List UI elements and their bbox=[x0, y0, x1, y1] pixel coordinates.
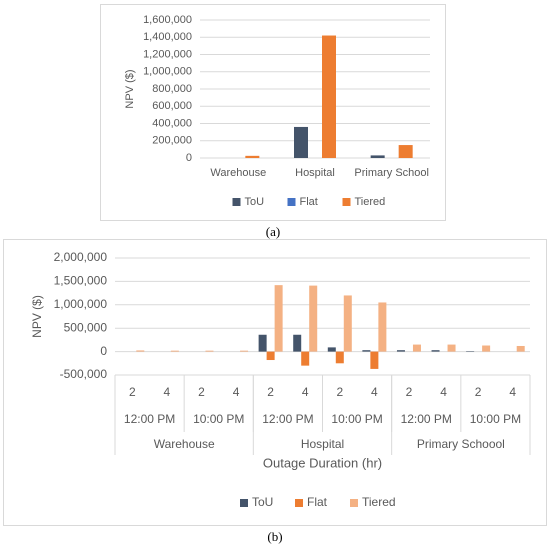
x-group-label: 12:00 PM bbox=[124, 412, 175, 426]
y-tick-label: -500,000 bbox=[60, 367, 108, 381]
x-tick-label: 4 bbox=[371, 385, 378, 399]
legend-swatch bbox=[295, 499, 303, 507]
bar bbox=[447, 344, 456, 352]
bar bbox=[327, 347, 336, 352]
bar bbox=[322, 35, 336, 158]
x-tick-label: 4 bbox=[164, 385, 171, 399]
y-tick-label: 1,600,000 bbox=[143, 14, 192, 26]
x-tick-label: 2 bbox=[406, 385, 413, 399]
y-tick-label: 1,000,000 bbox=[143, 66, 192, 78]
x-group-label: 10:00 PM bbox=[193, 412, 244, 426]
x-tick-label: 4 bbox=[509, 385, 516, 399]
bar bbox=[136, 350, 145, 352]
bar bbox=[294, 126, 308, 158]
legend-swatch bbox=[342, 198, 351, 206]
bar bbox=[301, 351, 310, 366]
caption: (b) bbox=[267, 529, 282, 544]
y-axis-title: NPV ($) bbox=[30, 295, 44, 338]
bar bbox=[378, 302, 387, 352]
bar bbox=[362, 350, 371, 352]
legend-label: ToU bbox=[245, 196, 265, 208]
bar bbox=[245, 155, 260, 158]
x-tick-label: 4 bbox=[440, 385, 447, 399]
x-group-label: Hospital bbox=[301, 437, 344, 451]
chart-border bbox=[100, 4, 446, 221]
y-tick-label: 200,000 bbox=[152, 135, 192, 147]
bar bbox=[309, 285, 318, 352]
bar bbox=[412, 344, 421, 352]
legend-label: ToU bbox=[252, 495, 273, 509]
x-tick-label: Hospital bbox=[295, 167, 335, 179]
y-tick-label: 600,000 bbox=[152, 100, 192, 112]
bar bbox=[335, 351, 344, 364]
legend-label: Flat bbox=[307, 495, 328, 509]
x-group-label: 10:00 PM bbox=[331, 412, 382, 426]
caption: (a) bbox=[266, 224, 280, 239]
bar bbox=[370, 351, 379, 369]
x-tick-label: 2 bbox=[267, 385, 274, 399]
x-group-label: Warehouse bbox=[154, 437, 215, 451]
bar bbox=[205, 350, 214, 352]
y-tick-label: 1,000,000 bbox=[54, 297, 108, 311]
bar bbox=[396, 350, 405, 352]
y-tick-label: 500,000 bbox=[64, 320, 108, 334]
x-tick-label: 2 bbox=[129, 385, 136, 399]
legend-swatch bbox=[350, 499, 358, 507]
y-tick-label: 800,000 bbox=[152, 83, 192, 95]
bar bbox=[516, 345, 525, 352]
y-tick-label: 0 bbox=[186, 152, 192, 164]
bar bbox=[293, 334, 302, 352]
x-tick-label: 2 bbox=[336, 385, 343, 399]
legend-label: Tiered bbox=[355, 196, 386, 208]
y-tick-label: 1,400,000 bbox=[143, 31, 192, 43]
legend-swatch bbox=[287, 198, 296, 206]
y-tick-label: 1,200,000 bbox=[143, 48, 192, 60]
x-tick-label: 2 bbox=[198, 385, 205, 399]
bar bbox=[274, 285, 283, 352]
x-tick-label: 4 bbox=[233, 385, 240, 399]
x-tick-label: Warehouse bbox=[210, 167, 266, 179]
bar bbox=[266, 351, 275, 361]
bar bbox=[170, 350, 179, 352]
x-group-label: 12:00 PM bbox=[262, 412, 313, 426]
bar bbox=[258, 334, 267, 352]
y-tick-label: 0 bbox=[100, 344, 107, 358]
x-axis-title: Outage Duration (hr) bbox=[263, 455, 382, 470]
bar bbox=[240, 350, 249, 352]
x-tick-label: 2 bbox=[475, 385, 482, 399]
bar bbox=[431, 350, 440, 352]
x-group-label: 12:00 PM bbox=[401, 412, 452, 426]
bar bbox=[398, 145, 413, 158]
chart-border bbox=[3, 239, 547, 526]
y-axis-title: NPV ($) bbox=[124, 69, 136, 108]
legend-swatch bbox=[232, 198, 241, 206]
y-tick-label: 2,000,000 bbox=[54, 250, 108, 264]
x-tick-label: 4 bbox=[302, 385, 309, 399]
legend-label: Flat bbox=[300, 196, 318, 208]
x-group-label: 10:00 PM bbox=[470, 412, 521, 426]
bar bbox=[482, 345, 491, 352]
bar bbox=[343, 295, 352, 352]
x-tick-label: Primary School bbox=[354, 167, 429, 179]
y-tick-label: 400,000 bbox=[152, 117, 192, 129]
x-group-label: Primary Schoool bbox=[417, 437, 505, 451]
legend-swatch bbox=[240, 499, 248, 507]
legend-label: Tiered bbox=[362, 495, 396, 509]
bar bbox=[370, 155, 385, 158]
y-tick-label: 1,500,000 bbox=[54, 274, 108, 288]
